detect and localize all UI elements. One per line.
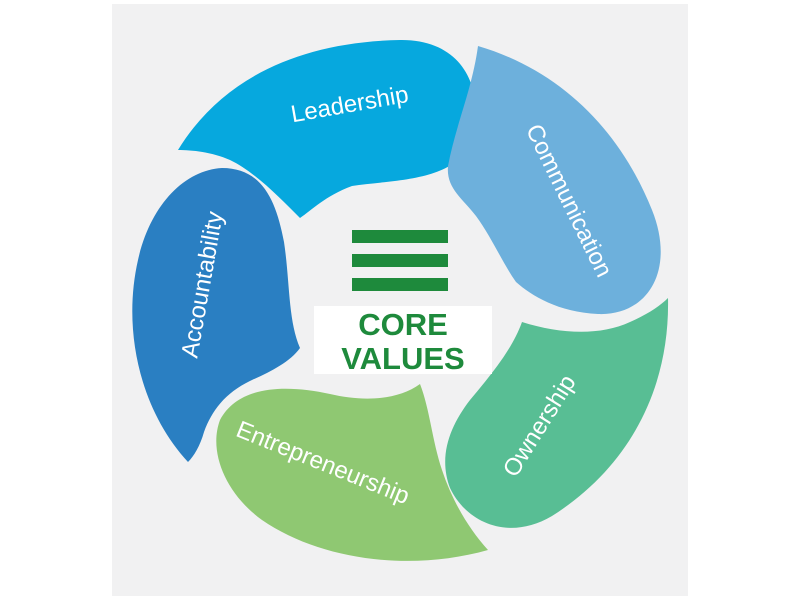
segment-leadership xyxy=(178,39,476,218)
three-stacked-bars-icon xyxy=(352,230,448,291)
core-values-title-box xyxy=(314,306,492,374)
segment-ownership xyxy=(445,298,669,528)
segment-accountability xyxy=(132,168,300,462)
core-values-title-line1: CORE xyxy=(358,307,448,342)
segment-communication xyxy=(447,46,661,315)
core-values-title-line2: VALUES xyxy=(341,341,464,376)
segment-entrepreneurship xyxy=(216,384,488,561)
